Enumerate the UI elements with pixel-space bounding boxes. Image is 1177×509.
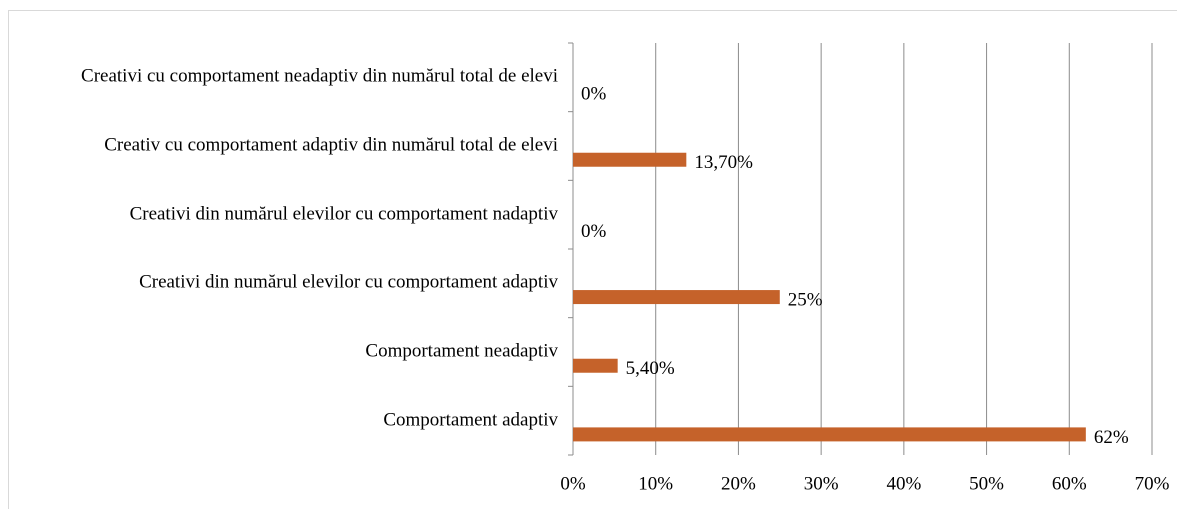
category-label: Creativi cu comportament neadaptiv din n… — [81, 65, 558, 87]
x-tick-label: 30% — [804, 473, 839, 494]
category-label: Creativi din numărul elevilor cu comport… — [139, 271, 558, 293]
value-label: 62% — [1094, 427, 1129, 448]
bar — [573, 427, 1086, 442]
category-label: Creativi din numărul elevilor cu comport… — [129, 203, 558, 225]
value-label: 0% — [581, 83, 607, 104]
bar — [573, 290, 780, 305]
x-tick-label: 20% — [721, 473, 756, 494]
value-label: 0% — [581, 221, 607, 242]
value-label: 13,70% — [694, 152, 753, 173]
value-label: 5,40% — [626, 358, 675, 379]
x-tick-label: 50% — [969, 473, 1004, 494]
bar — [573, 358, 618, 373]
x-tick-label: 10% — [638, 473, 673, 494]
x-tick-label: 70% — [1135, 473, 1170, 494]
x-tick-label: 60% — [1052, 473, 1087, 494]
bar — [573, 152, 687, 167]
value-label: 25% — [788, 289, 823, 310]
category-label: Creativ cu comportament adaptiv din numă… — [104, 134, 558, 156]
category-label: Comportament adaptiv — [383, 409, 558, 431]
category-label: Comportament neadaptiv — [365, 340, 558, 362]
x-tick-label: 40% — [886, 473, 921, 494]
x-tick-label: 0% — [560, 473, 586, 494]
